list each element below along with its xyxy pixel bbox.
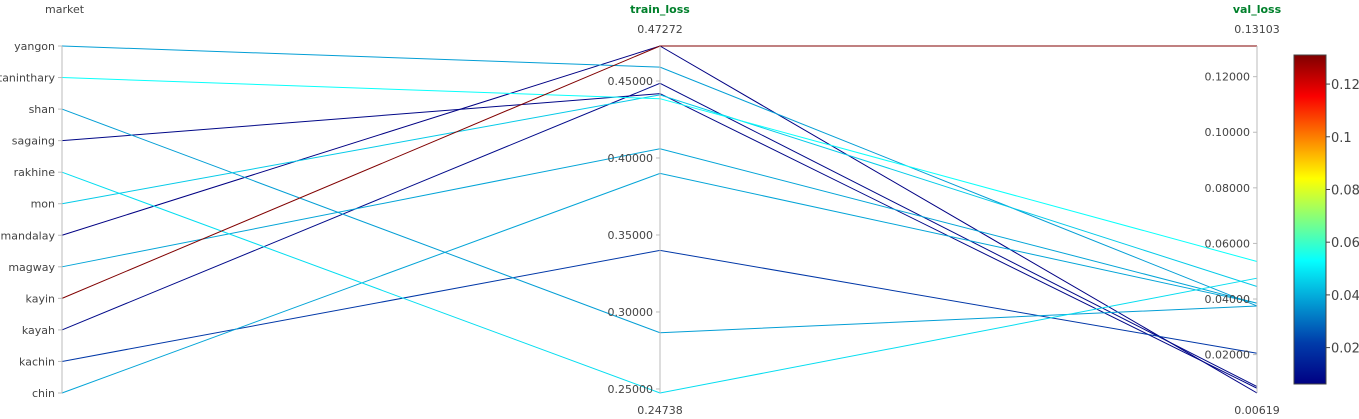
category-label-magway: magway	[8, 261, 55, 274]
colorbar-tick-label: 0.12	[1331, 78, 1359, 93]
axis-title-train_loss[interactable]: train_loss	[630, 3, 690, 16]
colorbar-tick-label: 0.02	[1331, 342, 1359, 357]
tick-label-train_loss: 0.25000	[608, 383, 654, 396]
tick-label-train_loss: 0.35000	[608, 229, 654, 242]
colorbar-tick-label: 0.06	[1331, 236, 1359, 251]
colorbar-gradient	[1293, 54, 1327, 385]
category-label-mandalay: mandalay	[1, 229, 56, 242]
tick-label-val_loss: 0.08000	[1205, 182, 1251, 195]
colorbar-tick-label: 0.04	[1331, 289, 1359, 304]
tick-label-train_loss: 0.45000	[608, 75, 654, 88]
tick-label-train_loss: 0.30000	[608, 306, 654, 319]
tick-label-val_loss: 0.10000	[1205, 126, 1251, 139]
category-label-kayin: kayin	[26, 292, 55, 305]
range-min-label-train_loss: 0.24738	[637, 404, 683, 417]
tick-label-val_loss: 0.02000	[1205, 349, 1251, 362]
colorbar-tick-label: 0.08	[1331, 183, 1359, 198]
category-label-yangon: yangon	[14, 40, 55, 53]
category-label-mon: mon	[31, 198, 55, 211]
colorbar: 0.02 0.04 0.06 0.08 0.1 0.12	[1293, 54, 1359, 385]
category-label-rakhine: rakhine	[14, 166, 56, 179]
colorbar-tick-label: 0.1	[1331, 131, 1352, 146]
axis-title-val_loss[interactable]: val_loss	[1233, 3, 1282, 16]
tick-label-val_loss: 0.12000	[1205, 71, 1251, 84]
category-label-sagaing: sagaing	[12, 135, 55, 148]
range-min-label-val_loss: 0.00619	[1234, 404, 1280, 417]
range-max-label-val_loss: 0.13103	[1234, 23, 1280, 36]
axis-title-market[interactable]: market	[45, 3, 85, 16]
category-label-shan: shan	[29, 103, 55, 116]
category-label-kayah: kayah	[22, 324, 55, 337]
tick-label-val_loss: 0.04000	[1205, 293, 1251, 306]
tick-label-val_loss: 0.06000	[1205, 237, 1251, 250]
category-label-chin: chin	[32, 387, 55, 400]
tick-label-train_loss: 0.40000	[608, 152, 654, 165]
axes-layer: market yangon taninthary shan sagaing rakhine…	[0, 3, 1282, 417]
range-max-label-train_loss: 0.47272	[637, 23, 683, 36]
category-label-taninthary: taninthary	[0, 72, 55, 85]
category-label-kachin: kachin	[19, 355, 55, 368]
